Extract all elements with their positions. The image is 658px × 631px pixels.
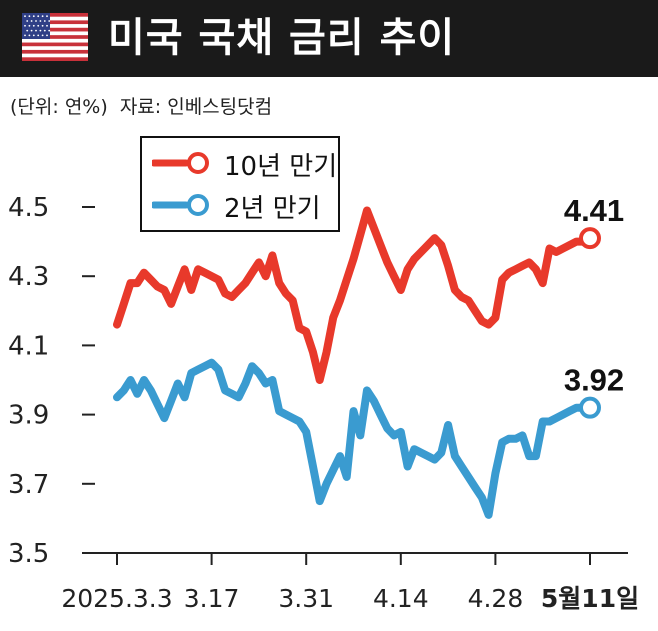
y-tick-label: 3.5 — [8, 539, 49, 569]
series-line-two-year — [113, 358, 594, 519]
y-tick-label: 4.3 — [8, 262, 49, 292]
x-tick-label: 3.31 — [278, 584, 334, 613]
x-tick-label: 5월11일 — [541, 584, 639, 613]
end-point-two-year — [579, 396, 601, 419]
header-bar: 미국 국채 금리 추이 — [0, 0, 658, 77]
legend-marker-ten-year — [152, 152, 209, 174]
end-value-label-two-year: 3.92 — [564, 363, 624, 398]
y-tick-label: 4.1 — [8, 331, 49, 361]
legend-item-ten-year: 10년 만기 — [142, 142, 338, 182]
series-line-ten-year — [113, 206, 594, 384]
x-tick-label: 3.17 — [184, 584, 240, 613]
end-value-label-ten-year: 4.41 — [564, 193, 624, 228]
legend-item-two-year: 2년 만기 — [142, 184, 338, 224]
x-tick-label: 4.28 — [468, 584, 524, 613]
x-tick-label: 4.14 — [373, 584, 429, 613]
end-point-ten-year — [579, 227, 601, 250]
unit-label: (단위: 연%) — [10, 96, 108, 118]
y-tick-label: 3.9 — [8, 401, 49, 431]
page-title: 미국 국채 금리 추이 — [108, 15, 456, 61]
x-tick-label: 2025.3.3 — [61, 584, 172, 613]
legend-label-two-year: 2년 만기 — [224, 194, 321, 224]
chart-legend: 10년 만기 2년 만기 — [140, 136, 340, 232]
source-label: 자료: 인베스팅닷컴 — [119, 96, 273, 118]
legend-marker-two-year — [152, 194, 209, 216]
y-tick-label: 4.5 — [8, 193, 49, 223]
y-tick-label: 3.7 — [8, 470, 49, 500]
chart-meta: (단위: 연%) 자료: 인베스팅닷컴 — [10, 92, 278, 119]
legend-label-ten-year: 10년 만기 — [224, 152, 338, 182]
us-flag-icon — [22, 13, 88, 61]
